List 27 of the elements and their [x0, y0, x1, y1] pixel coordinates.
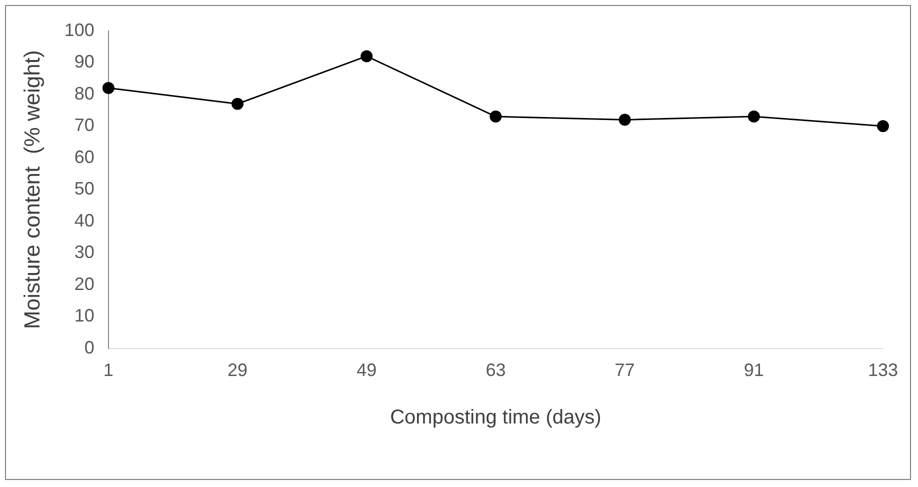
x-axis-title: Composting time (days)	[390, 406, 602, 429]
y-tick-label: 20	[74, 274, 94, 294]
y-tick-label: 60	[74, 146, 94, 167]
x-tick-label: 91	[744, 360, 764, 380]
point	[102, 82, 114, 94]
point	[618, 114, 631, 126]
point	[876, 120, 889, 132]
y-tick-label: 90	[74, 52, 94, 72]
point	[232, 98, 244, 110]
y-tick-label: 30	[74, 242, 94, 262]
x-tick-label: 77	[614, 360, 635, 380]
y-tick-label: 80	[74, 83, 94, 104]
x-tick-label: 63	[486, 360, 506, 380]
point	[490, 110, 502, 123]
y-tick-label: 10	[74, 306, 94, 326]
x-tick-label: 49	[356, 360, 377, 380]
point	[748, 110, 760, 123]
x-tick-label: 29	[228, 360, 248, 380]
y-axis-title: Moisture content (% weight)	[19, 50, 44, 329]
y-tick-label: 40	[74, 210, 94, 230]
y-tick-label: 50	[74, 178, 94, 199]
y-tick-label: 0	[84, 337, 94, 358]
point	[360, 50, 373, 62]
y-tick-label: 100	[64, 20, 94, 40]
x-tick-label: 1	[103, 360, 114, 380]
x-tick-label: 133	[868, 360, 898, 380]
y-tick-label: 70	[74, 115, 94, 136]
